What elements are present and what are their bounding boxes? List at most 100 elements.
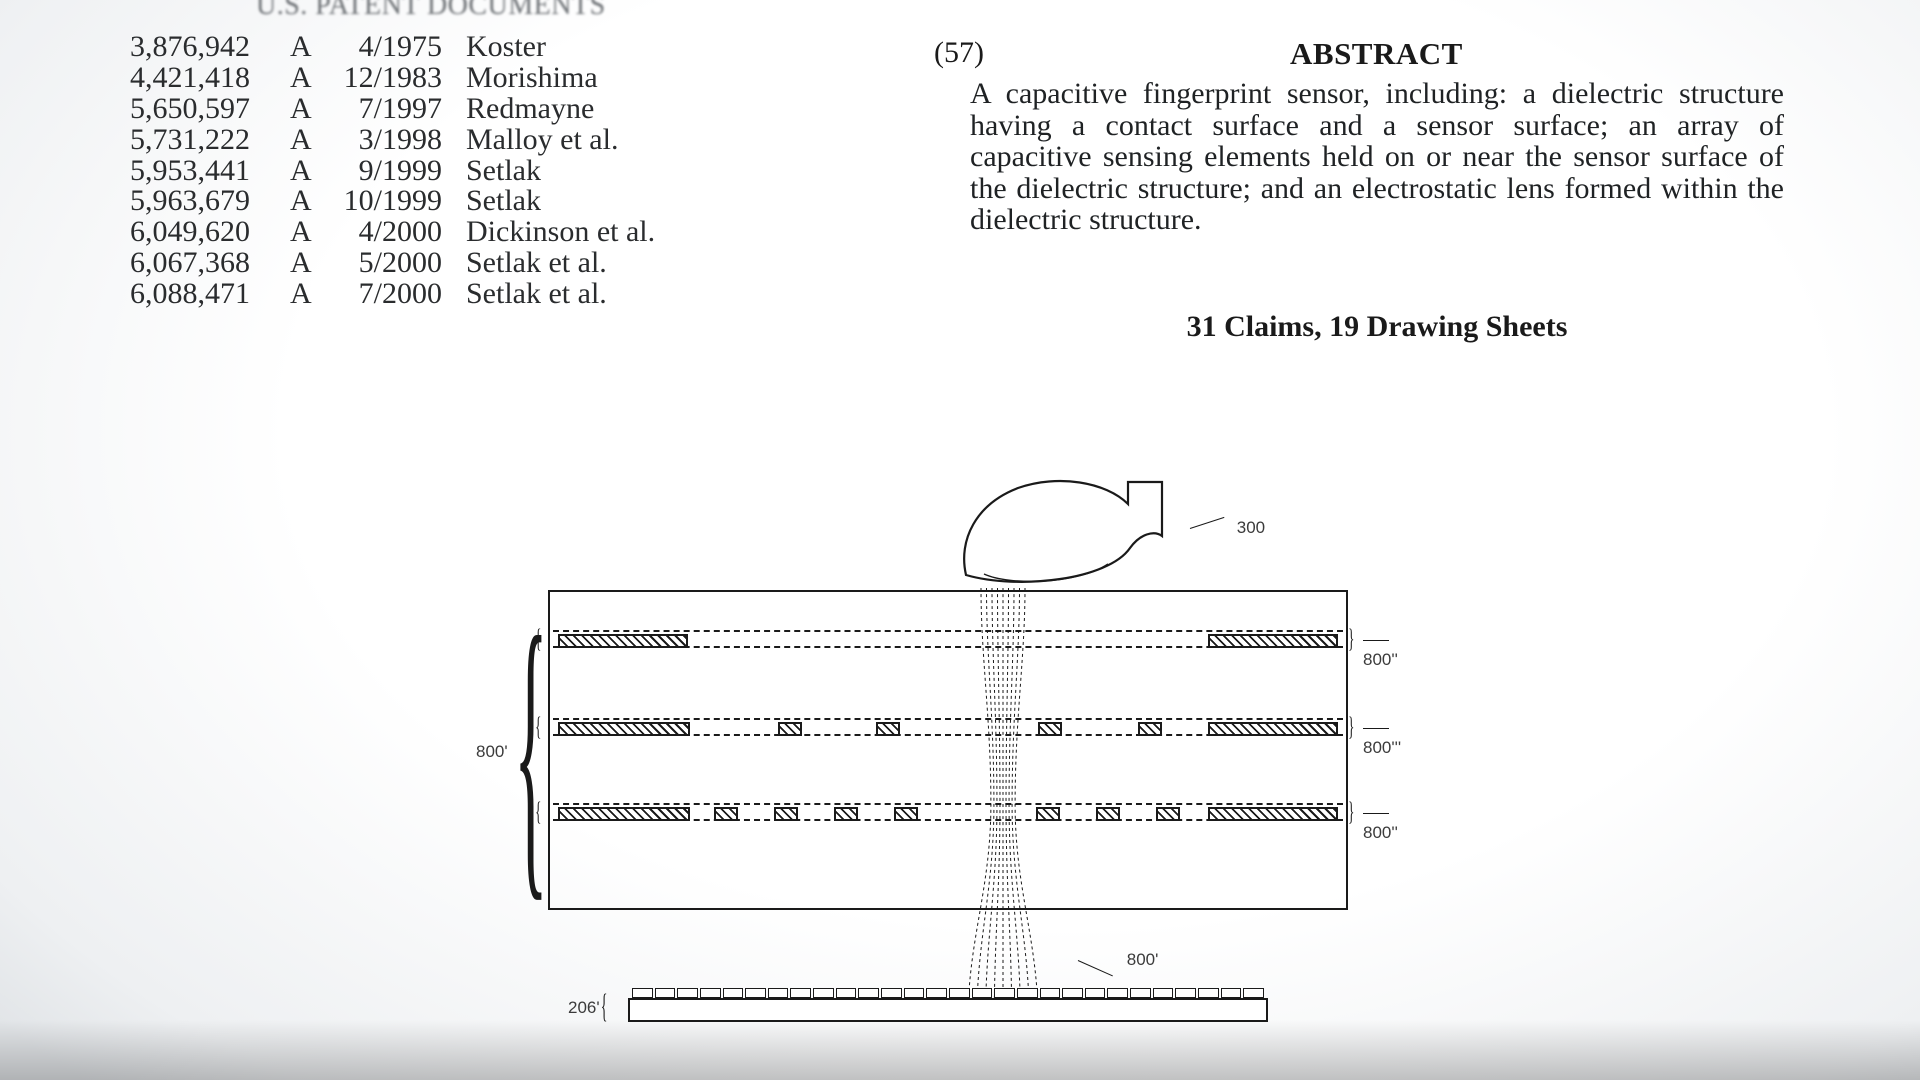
sensor-pad (1221, 988, 1242, 998)
citation-date: 4/1975 (336, 32, 466, 63)
citation-number: 5,731,222 (130, 125, 290, 156)
citation-name: Malloy et al. (466, 125, 766, 156)
citation-name: Setlak (466, 186, 766, 217)
big-brace-left: { (514, 590, 548, 910)
sensor-pad (1062, 988, 1083, 998)
citation-kind: A (290, 32, 336, 63)
sensor-pad (768, 988, 789, 998)
citation-kind: A (290, 125, 336, 156)
sensor-pad (790, 988, 811, 998)
citation-name: Setlak et al. (466, 248, 766, 279)
citation-row: 6,049,620A4/2000Dickinson et al. (130, 217, 766, 248)
finger-icon (958, 470, 1188, 592)
citation-name: Morishima (466, 63, 766, 94)
sensor-substrate-rect (628, 998, 1268, 1022)
sensor-pad (1107, 988, 1128, 998)
citation-kind: A (290, 248, 336, 279)
citation-number: 5,963,679 (130, 186, 290, 217)
layer-ref-text: 800'' (1363, 823, 1398, 842)
citation-number: 6,067,368 (130, 248, 290, 279)
electrode-segment (1208, 807, 1338, 821)
electrode-segment (1156, 807, 1180, 821)
citation-kind: A (290, 63, 336, 94)
citation-date: 12/1983 (336, 63, 466, 94)
citation-row: 5,650,597A7/1997Redmayne (130, 94, 766, 125)
citation-number: 6,049,620 (130, 217, 290, 248)
sensor-pad (972, 988, 993, 998)
sensor-pad (926, 988, 947, 998)
layer-ref-text: 800''' (1363, 738, 1401, 757)
sensor-pad (700, 988, 721, 998)
sensor-pads-row (632, 988, 1264, 998)
layer-brace-left: { (535, 797, 541, 827)
layer-ref-text: 800'' (1363, 650, 1398, 669)
sensor-pad (949, 988, 970, 998)
claims-sheets-line: 31 Claims, 19 Drawing Sheets (970, 310, 1784, 344)
electrode-segment (558, 634, 688, 648)
citation-date: 7/1997 (336, 94, 466, 125)
electrode-segment (894, 807, 918, 821)
sensor-pad (632, 988, 653, 998)
citation-kind: A (290, 217, 336, 248)
electrode-segment (876, 722, 900, 736)
lens-layer (553, 803, 1343, 821)
ref-206: 206' (568, 998, 600, 1018)
sensor-pad (858, 988, 879, 998)
sensor-pad (655, 988, 676, 998)
sensor-pad (881, 988, 902, 998)
electrode-segment (1208, 634, 1338, 648)
citation-date: 4/2000 (336, 217, 466, 248)
citation-number: 4,421,418 (130, 63, 290, 94)
citation-name: Setlak (466, 156, 766, 187)
lens-layer (553, 718, 1343, 736)
lens-layer (553, 630, 1343, 648)
electrode-segment (1038, 722, 1062, 736)
citation-name: Setlak et al. (466, 279, 766, 310)
electrode-segment (1036, 807, 1060, 821)
electrode-segment (714, 807, 738, 821)
layer-ref-label: 800'' (1363, 803, 1418, 843)
citation-name: Redmayne (466, 94, 766, 125)
citation-number: 5,953,441 (130, 156, 290, 187)
citation-row: 5,731,222A3/1998Malloy et al. (130, 125, 766, 156)
layer-ref-label: 800''' (1363, 718, 1418, 758)
layer-brace-left: { (535, 712, 541, 742)
sensor-pad (1040, 988, 1061, 998)
electrode-segment (834, 807, 858, 821)
sensor-pad (677, 988, 698, 998)
citations-table: 3,876,942A4/1975Koster4,421,418A12/1983M… (130, 32, 766, 310)
citation-number: 3,876,942 (130, 32, 290, 63)
vignette (0, 1020, 1920, 1080)
electrode-segment (774, 807, 798, 821)
citation-date: 10/1999 (336, 186, 466, 217)
electrode-segment (778, 722, 802, 736)
us-patent-documents-heading: U.S. PATENT DOCUMENTS (256, 0, 606, 22)
citation-name: Dickinson et al. (466, 217, 766, 248)
sensor-pad (836, 988, 857, 998)
layer-brace-right: } (1348, 797, 1354, 827)
citation-kind: A (290, 94, 336, 125)
sensor-pad (1130, 988, 1151, 998)
citation-kind: A (290, 279, 336, 310)
citation-row: 6,088,471A7/2000Setlak et al. (130, 279, 766, 310)
abstract-title: ABSTRACT (1290, 36, 1463, 72)
sensor-pad (1085, 988, 1106, 998)
sensor-pad (904, 988, 925, 998)
citation-row: 5,963,679A10/1999Setlak (130, 186, 766, 217)
sensor-pad (745, 988, 766, 998)
citation-row: 4,421,418A12/1983Morishima (130, 63, 766, 94)
layer-brace-left: { (535, 624, 541, 654)
citation-number: 6,088,471 (130, 279, 290, 310)
layer-brace-right: } (1348, 624, 1354, 654)
citation-date: 9/1999 (336, 156, 466, 187)
electrode-segment (558, 807, 690, 821)
citation-date: 7/2000 (336, 279, 466, 310)
citation-date: 3/1998 (336, 125, 466, 156)
ref-fieldline: 800' (1078, 950, 1158, 970)
layer-brace-right: } (1348, 712, 1354, 742)
abstract-body: A capacitive fingerprint sensor, includi… (970, 78, 1784, 236)
sensor-pad (1243, 988, 1264, 998)
citation-name: Koster (466, 32, 766, 63)
abstract-section-code: (57) (934, 36, 984, 70)
sensor-pad (1198, 988, 1219, 998)
